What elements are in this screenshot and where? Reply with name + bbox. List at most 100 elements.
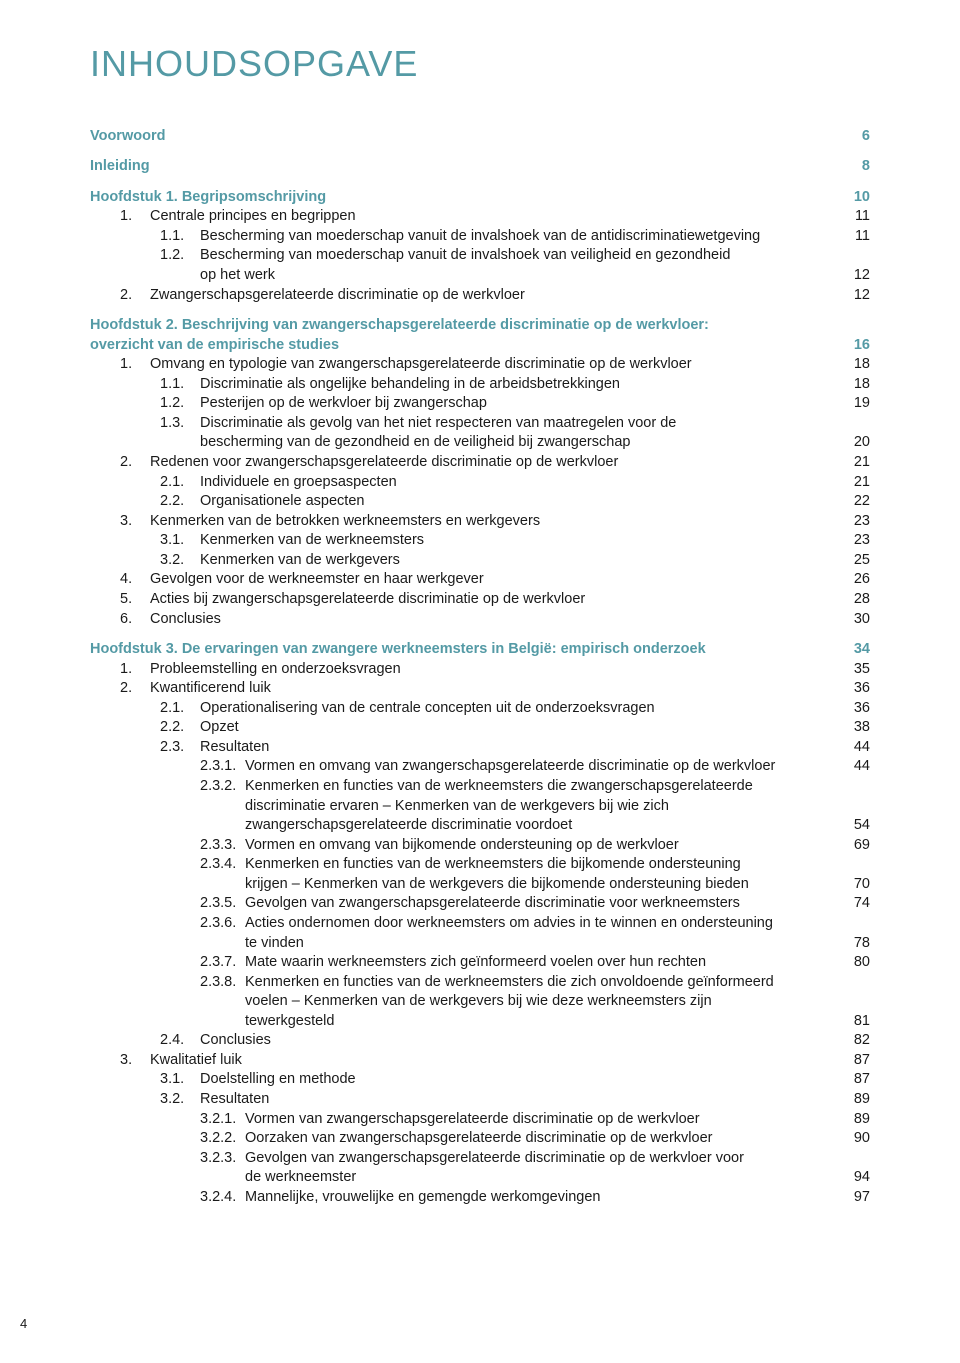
toc-entry: 3.1.Kenmerken van de werkneemsters23: [90, 531, 870, 551]
toc-page: 36: [840, 699, 870, 719]
toc-num: 2.3.2.: [200, 777, 245, 797]
toc-label: Kenmerken van de werkgevers: [200, 552, 400, 568]
toc-label: Resultaten: [200, 739, 269, 755]
toc-entry: 3.1.Doelstelling en methode87: [90, 1070, 870, 1090]
toc-page: 38: [840, 718, 870, 738]
toc-page: 90: [840, 1129, 870, 1149]
toc-page: 8: [840, 157, 870, 177]
toc-h2: Hoofdstuk 2. Beschrijving van zwangersch…: [90, 316, 870, 629]
toc-num: 2.: [120, 679, 150, 699]
toc-label: Kenmerken en functies van de werkneemste…: [245, 974, 774, 990]
toc-label: overzicht van de empirische studies: [90, 336, 820, 356]
toc-page: 87: [840, 1051, 870, 1071]
toc-label: Vormen en omvang van zwangerschapsgerela…: [245, 758, 775, 774]
toc-heading: Hoofdstuk 2. Beschrijving van zwangersch…: [90, 316, 870, 336]
toc-num: 2.1.: [160, 473, 200, 493]
toc-num: 3.1.: [160, 531, 200, 551]
toc-label: Individuele en groepsaspecten: [200, 474, 397, 490]
toc-page: 12: [840, 286, 870, 306]
toc-num: 3.2.: [160, 551, 200, 571]
toc-num: 1.1.: [160, 227, 200, 247]
toc-num: 3.2.2.: [200, 1129, 245, 1149]
toc-num: 2.3.4.: [200, 855, 245, 875]
toc-label: de werkneemster: [245, 1168, 820, 1188]
toc-h3: Hoofdstuk 3. De ervaringen van zwangere …: [90, 640, 870, 1207]
toc-label: Inleiding: [90, 157, 820, 177]
toc-page: 11: [840, 227, 870, 247]
toc-entry: 1.1.Bescherming van moederschap vanuit d…: [90, 227, 870, 247]
toc-entry: 2.3.3.Vormen en omvang van bijkomende on…: [90, 836, 870, 856]
toc-page: 26: [840, 570, 870, 590]
toc-num: 2.3.1.: [200, 757, 245, 777]
toc-label: Conclusies: [200, 1032, 271, 1048]
page-title: INHOUDSOPGAVE: [90, 40, 870, 89]
toc-num: 1.2.: [160, 246, 200, 266]
toc-num: 2.3.: [160, 738, 200, 758]
toc-entry: 1.Probleemstelling en onderzoeksvragen35: [90, 660, 870, 680]
toc-label: bescherming van de gezondheid en de veil…: [160, 433, 820, 453]
toc-entry: 6.Conclusies30: [90, 610, 870, 630]
toc-page: 69: [840, 836, 870, 856]
toc-entry: 3.2.2.Oorzaken van zwangerschapsgerelate…: [90, 1129, 870, 1149]
toc-label: Redenen voor zwangerschapsgerelateerde d…: [150, 454, 618, 470]
toc-entry: 2.3.1.Vormen en omvang van zwangerschaps…: [90, 757, 870, 777]
toc-entry: 2.1.Individuele en groepsaspecten21: [90, 473, 870, 493]
toc-page: 23: [840, 512, 870, 532]
toc-entry: de werkneemster94: [90, 1168, 870, 1188]
toc-label: Oorzaken van zwangerschapsgerelateerde d…: [245, 1130, 712, 1146]
toc-page: 16: [840, 336, 870, 356]
toc-num: 2.3.3.: [200, 836, 245, 856]
toc-page: 21: [840, 453, 870, 473]
toc-num: 1.2.: [160, 394, 200, 414]
toc-label: Hoofdstuk 3. De ervaringen van zwangere …: [90, 640, 820, 660]
toc-label: Kenmerken van de betrokken werkneemsters…: [150, 513, 540, 529]
toc-label: discriminatie ervaren – Kenmerken van de…: [245, 797, 870, 817]
toc-page: 11: [840, 207, 870, 227]
toc-entry: 2.Redenen voor zwangerschapsgerelateerde…: [90, 453, 870, 473]
toc-entry: 3.2.Resultaten89: [90, 1090, 870, 1110]
toc-num: 4.: [120, 570, 150, 590]
toc-page: 82: [840, 1031, 870, 1051]
toc-label: Hoofdstuk 2. Beschrijving van zwangersch…: [90, 316, 870, 336]
toc-num: 1.3.: [160, 414, 200, 434]
toc-heading: Hoofdstuk 1. Begripsomschrijving 10: [90, 188, 870, 208]
toc-label: Conclusies: [150, 611, 221, 627]
toc-label: Hoofdstuk 1. Begripsomschrijving: [90, 188, 820, 208]
toc-label: Doelstelling en methode: [200, 1071, 356, 1087]
toc-num: 2.4.: [160, 1031, 200, 1051]
toc-page: 97: [840, 1188, 870, 1208]
toc-num: 2.3.6.: [200, 914, 245, 934]
toc-entry: op het werk12: [90, 266, 870, 286]
toc-entry: krijgen – Kenmerken van de werkgevers di…: [90, 875, 870, 895]
toc-heading: Voorwoord 6: [90, 127, 870, 147]
toc-page: 89: [840, 1110, 870, 1130]
toc-num: 1.: [120, 660, 150, 680]
toc-num: 2.3.5.: [200, 894, 245, 914]
toc-page: 25: [840, 551, 870, 571]
toc-num: 3.2.1.: [200, 1110, 245, 1130]
toc-entry: 2.3.7.Mate waarin werkneemsters zich geï…: [90, 953, 870, 973]
toc-label: Kenmerken van de werkneemsters: [200, 532, 424, 548]
toc-label: Discriminatie als ongelijke behandeling …: [200, 376, 620, 392]
toc-entry: 2.3.6.Acties ondernomen door werkneemste…: [90, 914, 870, 934]
toc-entry: discriminatie ervaren – Kenmerken van de…: [90, 797, 870, 817]
toc-label: zwangerschapsgerelateerde discriminatie …: [245, 816, 820, 836]
toc-label: Mannelijke, vrouwelijke en gemengde werk…: [245, 1189, 600, 1205]
toc-page: 30: [840, 610, 870, 630]
toc-entry: 2.3.4.Kenmerken en functies van de werkn…: [90, 855, 870, 875]
toc-page: 19: [840, 394, 870, 414]
toc-entry: 5.Acties bij zwangerschapsgerelateerde d…: [90, 590, 870, 610]
toc-label: Mate waarin werkneemsters zich geïnforme…: [245, 954, 706, 970]
toc-page: 18: [840, 375, 870, 395]
toc-num: 3.1.: [160, 1070, 200, 1090]
toc-heading: Inleiding 8: [90, 157, 870, 177]
toc-entry: 1.2.Pesterijen op de werkvloer bij zwang…: [90, 394, 870, 414]
toc-label: Organisationele aspecten: [200, 493, 364, 509]
toc-page: 44: [840, 757, 870, 777]
toc-num: 3.2.4.: [200, 1188, 245, 1208]
toc-label: te vinden: [245, 934, 820, 954]
toc-page: 36: [840, 679, 870, 699]
toc-entry: 2.3.2.Kenmerken en functies van de werkn…: [90, 777, 870, 797]
toc-page: 89: [840, 1090, 870, 1110]
toc-num: 2.3.8.: [200, 973, 245, 993]
